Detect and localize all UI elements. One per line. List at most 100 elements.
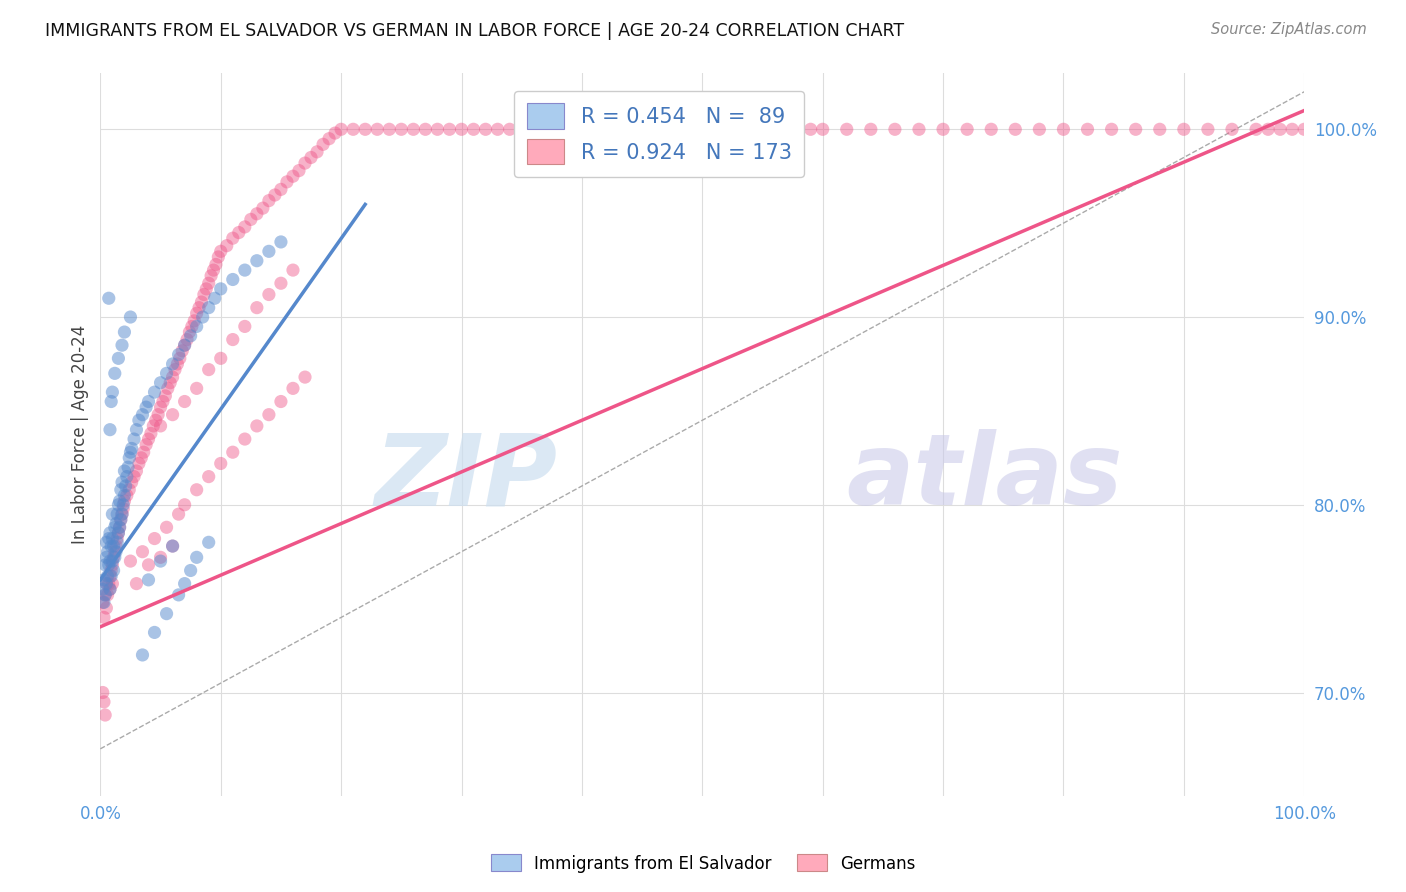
- Point: [125, 423, 148, 437]
- Point: [96, 535, 118, 549]
- Legend: R = 0.454   N =  89, R = 0.924   N = 173: R = 0.454 N = 89, R = 0.924 N = 173: [515, 91, 804, 177]
- Point: [619, 122, 641, 136]
- Point: [366, 122, 388, 136]
- Point: [222, 231, 245, 245]
- Point: [233, 432, 256, 446]
- Point: [98, 582, 121, 597]
- Point: [1149, 122, 1171, 136]
- Point: [98, 525, 121, 540]
- Point: [270, 394, 292, 409]
- Point: [932, 122, 955, 136]
- Point: [956, 122, 979, 136]
- Point: [149, 376, 172, 390]
- Point: [138, 558, 160, 572]
- Point: [94, 558, 117, 572]
- Point: [155, 607, 177, 621]
- Point: [104, 367, 127, 381]
- Point: [183, 314, 205, 328]
- Point: [193, 287, 215, 301]
- Point: [138, 432, 160, 446]
- Point: [378, 122, 401, 136]
- Point: [108, 494, 131, 508]
- Point: [107, 498, 129, 512]
- Point: [775, 122, 797, 136]
- Point: [1294, 122, 1316, 136]
- Point: [112, 325, 135, 339]
- Point: [145, 413, 167, 427]
- Point: [156, 381, 179, 395]
- Point: [190, 295, 212, 310]
- Point: [97, 291, 120, 305]
- Point: [111, 475, 134, 490]
- Point: [1076, 122, 1098, 136]
- Point: [125, 464, 148, 478]
- Point: [143, 532, 166, 546]
- Point: [112, 494, 135, 508]
- Point: [98, 582, 121, 597]
- Point: [146, 408, 169, 422]
- Point: [558, 122, 581, 136]
- Point: [162, 408, 184, 422]
- Point: [104, 550, 127, 565]
- Point: [323, 126, 346, 140]
- Point: [155, 367, 177, 381]
- Point: [101, 558, 124, 572]
- Point: [666, 122, 689, 136]
- Point: [246, 207, 269, 221]
- Point: [294, 370, 316, 384]
- Point: [105, 516, 128, 531]
- Point: [131, 648, 153, 662]
- Point: [166, 357, 188, 371]
- Point: [118, 450, 141, 465]
- Point: [155, 520, 177, 534]
- Point: [655, 122, 678, 136]
- Point: [118, 483, 141, 497]
- Text: ZIP: ZIP: [375, 429, 558, 526]
- Point: [135, 438, 157, 452]
- Point: [246, 253, 269, 268]
- Point: [138, 573, 160, 587]
- Point: [257, 408, 280, 422]
- Point: [209, 282, 232, 296]
- Point: [100, 564, 122, 578]
- Point: [176, 333, 198, 347]
- Point: [97, 558, 120, 572]
- Point: [112, 464, 135, 478]
- Point: [173, 394, 195, 409]
- Point: [105, 532, 128, 546]
- Point: [426, 122, 449, 136]
- Point: [257, 244, 280, 259]
- Point: [811, 122, 834, 136]
- Point: [264, 188, 287, 202]
- Point: [96, 576, 118, 591]
- Point: [97, 588, 120, 602]
- Point: [195, 282, 218, 296]
- Point: [152, 394, 174, 409]
- Text: atlas: atlas: [846, 429, 1123, 526]
- Point: [167, 588, 190, 602]
- Point: [101, 554, 124, 568]
- Point: [111, 338, 134, 352]
- Point: [299, 151, 322, 165]
- Point: [486, 122, 509, 136]
- Point: [197, 362, 219, 376]
- Point: [131, 545, 153, 559]
- Point: [1257, 122, 1279, 136]
- Point: [463, 122, 485, 136]
- Point: [98, 569, 121, 583]
- Point: [91, 582, 114, 597]
- Point: [97, 569, 120, 583]
- Point: [835, 122, 858, 136]
- Point: [139, 426, 162, 441]
- Point: [197, 301, 219, 315]
- Point: [389, 122, 412, 136]
- Point: [222, 445, 245, 459]
- Point: [101, 385, 124, 400]
- Point: [167, 507, 190, 521]
- Point: [582, 122, 605, 136]
- Point: [763, 122, 786, 136]
- Point: [143, 625, 166, 640]
- Point: [180, 564, 202, 578]
- Point: [800, 122, 823, 136]
- Point: [105, 535, 128, 549]
